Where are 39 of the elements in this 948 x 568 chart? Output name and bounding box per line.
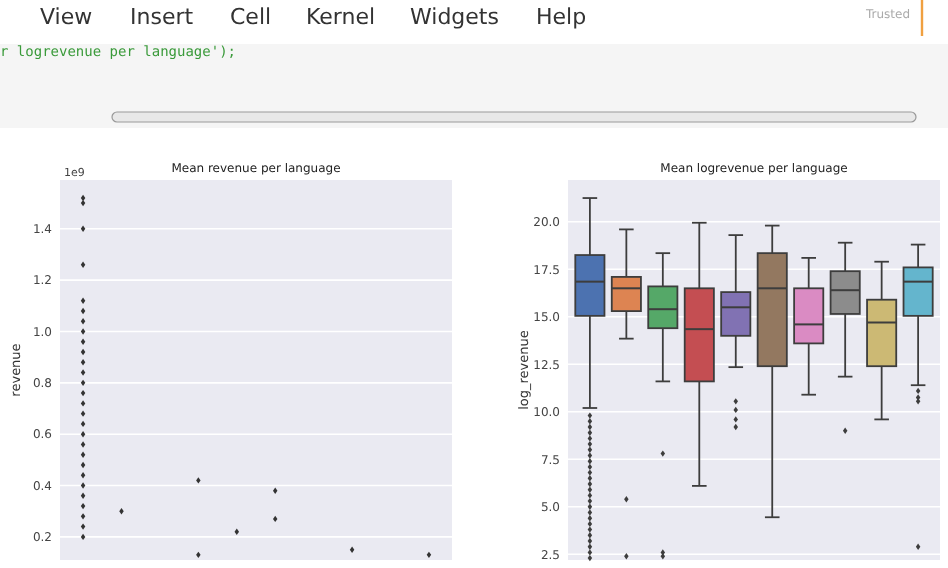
point [234, 528, 240, 535]
point [80, 389, 86, 397]
point [80, 400, 86, 407]
point [80, 225, 86, 232]
text: Kernel [306, 4, 376, 30]
point [80, 441, 86, 448]
text: Widgets [410, 4, 500, 30]
point [80, 482, 86, 489]
point [80, 502, 86, 510]
point [80, 194, 86, 202]
point [80, 307, 86, 315]
text: Cell [230, 4, 272, 30]
text: View [40, 4, 93, 30]
point [80, 461, 86, 469]
point [80, 379, 86, 387]
point [80, 318, 86, 325]
text: Help [536, 4, 587, 30]
point [80, 420, 86, 428]
point [349, 546, 355, 553]
point [80, 430, 86, 438]
point [80, 513, 86, 520]
point [80, 297, 86, 304]
point [80, 199, 86, 207]
text: Insert [130, 4, 195, 30]
point [80, 261, 86, 268]
point [272, 515, 278, 523]
point [80, 338, 86, 345]
point [80, 348, 86, 356]
point [272, 487, 278, 494]
point [80, 410, 86, 417]
point [80, 328, 86, 335]
point [80, 533, 86, 541]
point [80, 451, 86, 458]
point [80, 359, 86, 366]
point [80, 369, 86, 376]
point [80, 523, 86, 530]
point [426, 551, 432, 559]
point [80, 472, 86, 479]
point [80, 492, 86, 500]
